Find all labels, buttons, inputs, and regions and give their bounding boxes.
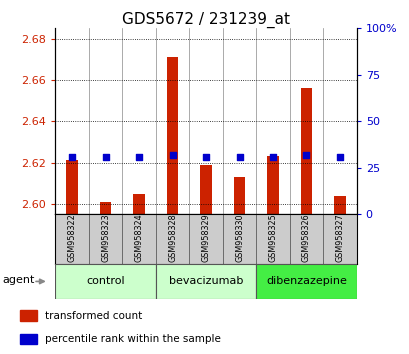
Text: transformed count: transformed count — [45, 310, 142, 321]
Bar — [20, 310, 37, 321]
Bar — [20, 334, 37, 344]
Point — [169, 152, 175, 158]
Bar — [256, 214, 289, 264]
Text: GSM958324: GSM958324 — [134, 214, 143, 262]
Bar — [267, 156, 278, 214]
Point — [102, 154, 109, 159]
Bar — [200, 165, 211, 214]
Text: GSM958329: GSM958329 — [201, 213, 210, 262]
Bar — [155, 264, 256, 299]
Bar — [89, 214, 122, 264]
Bar — [222, 214, 256, 264]
Bar — [322, 214, 356, 264]
Point — [236, 154, 242, 159]
Point — [202, 154, 209, 159]
Bar — [333, 196, 345, 214]
Text: agent: agent — [3, 275, 35, 285]
Text: GSM958327: GSM958327 — [335, 213, 344, 262]
Bar — [122, 214, 155, 264]
Bar — [55, 264, 155, 299]
Point — [336, 154, 342, 159]
Text: bevacizumab: bevacizumab — [169, 276, 243, 286]
Text: GSM958322: GSM958322 — [67, 213, 76, 262]
Title: GDS5672 / 231239_at: GDS5672 / 231239_at — [122, 12, 289, 28]
Bar — [300, 88, 312, 214]
Bar — [133, 194, 144, 214]
Text: percentile rank within the sample: percentile rank within the sample — [45, 334, 220, 344]
Bar — [256, 264, 356, 299]
Point — [302, 152, 309, 158]
Point — [269, 154, 276, 159]
Bar — [155, 214, 189, 264]
Bar — [189, 214, 222, 264]
Text: control: control — [86, 276, 125, 286]
Bar — [166, 57, 178, 214]
Text: GSM958323: GSM958323 — [101, 214, 110, 262]
Text: GSM958325: GSM958325 — [268, 213, 277, 262]
Bar — [99, 202, 111, 214]
Point — [135, 154, 142, 159]
Bar — [289, 214, 322, 264]
Text: GSM958326: GSM958326 — [301, 214, 310, 262]
Bar — [66, 160, 78, 214]
Text: dibenzazepine: dibenzazepine — [265, 276, 346, 286]
Bar — [233, 177, 245, 214]
Bar — [55, 214, 89, 264]
Point — [69, 154, 75, 159]
Text: GSM958328: GSM958328 — [168, 214, 177, 262]
Text: GSM958330: GSM958330 — [234, 214, 243, 262]
